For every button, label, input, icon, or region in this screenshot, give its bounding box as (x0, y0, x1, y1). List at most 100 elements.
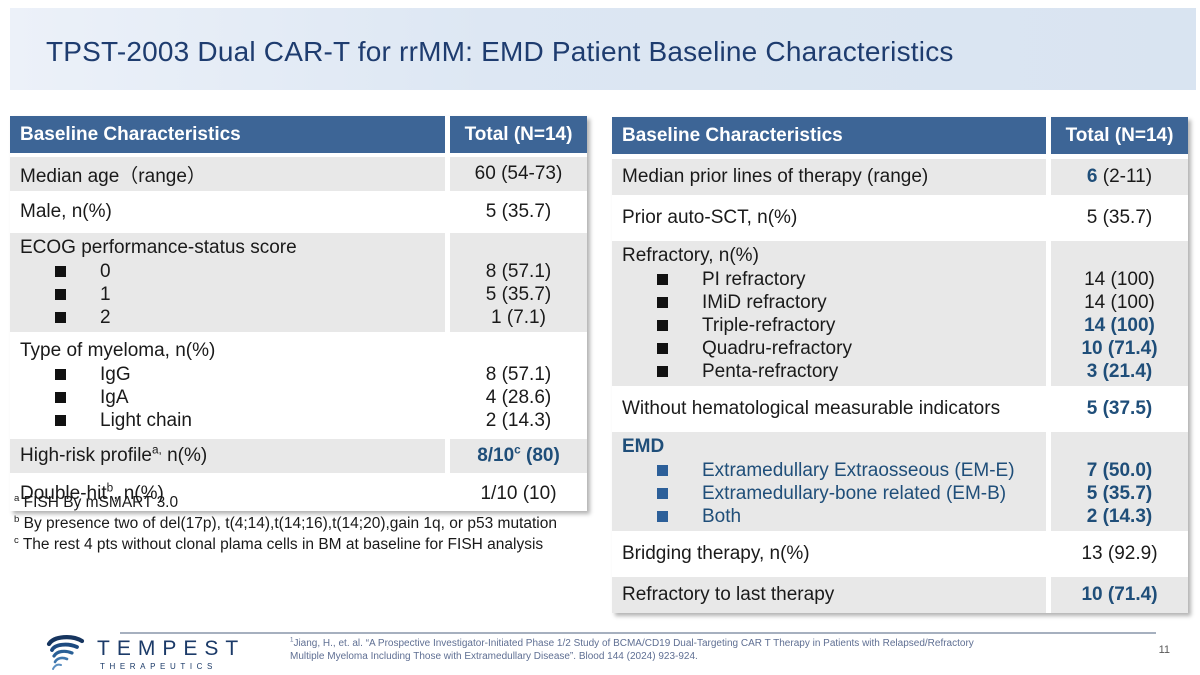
title-banner: TPST-2003 Dual CAR-T for rrMM: EMD Patie… (10, 8, 1196, 90)
square-bullet-icon (657, 297, 668, 308)
row-label: Male, n(%) (10, 195, 445, 229)
text-segment: EMD (622, 436, 665, 457)
text-segment: Both (702, 506, 742, 527)
text-segment: 1 (7.1) (491, 307, 546, 328)
row-label: Median age（range） (10, 157, 445, 191)
table-row: Refractory to last therapy 10 (71.4) (612, 577, 1188, 613)
row-value-text: 8/10c (80) (452, 444, 585, 467)
value-spacer (452, 339, 585, 363)
text-segment: High-risk profile (20, 445, 152, 466)
slide-title: TPST-2003 Dual CAR-T for rrMM: EMD Patie… (46, 36, 954, 67)
text-segment: b (106, 481, 114, 495)
sub-item-value: 5 (35.7) (452, 283, 585, 306)
footnotes: a FISH By mSMART 3.0 b By presence two of… (14, 492, 579, 555)
logo-name: TEMPEST (97, 636, 246, 660)
text-segment: 3 (21.4) (1086, 361, 1153, 382)
sub-item-value: 8 (57.1) (452, 260, 585, 283)
text-segment: 14 (100) (1084, 315, 1155, 336)
row-label: Refractory to last therapy (612, 577, 1046, 613)
table-row: Prior auto-SCT, n(%) 5 (35.7) (612, 200, 1188, 236)
sub-item: IMiD refractory (622, 291, 1042, 314)
footnote-text: FISH By mSMART 3.0 (19, 494, 179, 511)
sub-item-label: Triple-refractory (702, 314, 835, 337)
table-row: Median age（range） 60 (54-73) (10, 157, 587, 191)
text-segment: Double-hit (20, 483, 107, 504)
sub-item-value: 2 (14.3) (1053, 505, 1186, 528)
row-value: 13 (92.9) (1051, 536, 1188, 572)
footnote: c The rest 4 pts without clonal plama ce… (14, 534, 579, 555)
text-segment: 0 (100, 261, 111, 282)
text-segment: 10 (71.4) (1081, 584, 1158, 605)
sub-item-label: Penta-refractory (702, 360, 838, 383)
footnote: b By presence two of del(17p), t(4;14),t… (14, 513, 579, 534)
square-bullet-icon (657, 366, 668, 377)
sub-item-label: Both (702, 505, 741, 528)
sub-item-label: Quadru-refractory (702, 337, 852, 360)
sub-item: 2 (20, 306, 441, 329)
sub-item: PI refractory (622, 268, 1042, 291)
table-row: High-risk profilea, n(%) 8/10c (80) (10, 439, 587, 473)
row-value: 1/10 (10) (450, 477, 587, 511)
sub-item: Quadru-refractory (622, 337, 1042, 360)
table-row: Without hematological measurable indicat… (612, 391, 1188, 427)
sub-item-value: 14 (100) (1053, 314, 1186, 337)
sub-item-value: 10 (71.4) (1053, 337, 1186, 360)
text-segment: , n(%) (113, 483, 164, 504)
sub-item-value: 7 (50.0) (1053, 459, 1186, 482)
sub-item-label: 0 (100, 260, 111, 283)
row-label-text: Median prior lines of therapy (range) (622, 166, 1042, 188)
text-segment: Without hematological measurable indicat… (622, 398, 1001, 419)
row-value-text: 1/10 (10) (452, 483, 585, 505)
sub-item: IgA (20, 386, 441, 409)
row-label: Refractory, n(%) PI refractory IMiD refrac… (612, 241, 1046, 386)
text-segment: ECOG performance-status score (20, 237, 297, 258)
row-value: 5 (35.7) (1051, 200, 1188, 236)
table-row: Refractory, n(%) PI refractory IMiD refrac… (612, 241, 1188, 386)
sub-item-value: 5 (35.7) (1053, 482, 1186, 505)
row-label-text: Male, n(%) (20, 201, 441, 223)
text-segment: IgG (100, 364, 131, 385)
row-label: Without hematological measurable indicat… (612, 391, 1046, 427)
citation-superscript: 1 (290, 636, 294, 644)
sub-item: Extramedullary Extraosseous (EM-E) (622, 459, 1042, 482)
row-value: 5 (37.5) (1051, 391, 1188, 427)
sub-item-value: 4 (28.6) (452, 386, 585, 409)
row-value: 8/10c (80) (450, 439, 587, 473)
square-bullet-icon (657, 320, 668, 331)
text-segment: Bridging therapy, n(%) (622, 543, 810, 564)
square-bullet-icon (55, 392, 66, 403)
category-label: Refractory, n(%) (622, 244, 1042, 268)
text-segment: Refractory to last therapy (622, 584, 835, 605)
footnote-marker: b (14, 513, 20, 525)
sub-item: Triple-refractory (622, 314, 1042, 337)
row-label-text: Refractory to last therapy (622, 584, 1042, 606)
text-segment: 13 (92.9) (1081, 543, 1158, 564)
text-segment: 5 (35.7) (1086, 483, 1153, 504)
text-segment: 60 (54-73) (474, 163, 563, 184)
sub-item: 0 (20, 260, 441, 283)
row-label: Median prior lines of therapy (range) (612, 159, 1046, 195)
page-number: 11 (1158, 644, 1170, 656)
text-segment: 8 (57.1) (485, 364, 552, 385)
row-label: Double-hitb, n(%) (10, 477, 445, 511)
sub-item-label: IgG (100, 363, 131, 386)
sub-item-label: 1 (100, 283, 111, 306)
square-bullet-icon (657, 343, 668, 354)
text-segment: 1 (100, 284, 111, 305)
text-segment: IgA (100, 387, 129, 408)
row-label: Type of myeloma, n(%) IgG IgA Light chain (10, 336, 445, 435)
text-segment: a, (151, 443, 162, 457)
square-bullet-icon (657, 511, 668, 522)
row-value: 14 (100) 14 (100) 14 (100) 10 (71.4) 3 (21.4… (1051, 241, 1188, 386)
row-label-text: High-risk profilea, n(%) (20, 443, 441, 467)
row-value: 7 (50.0) 5 (35.7) 2 (14.3) (1051, 432, 1188, 531)
sub-item-value: 3 (21.4) (1053, 360, 1186, 383)
text-segment: 8 (57.1) (485, 261, 552, 282)
text-segment: Triple-refractory (702, 315, 836, 336)
value-spacer (1053, 435, 1186, 459)
footnote-marker: a (14, 492, 20, 504)
table-row: ECOG performance-status score 0 1 2 8 (57.1)… (10, 233, 587, 332)
text-segment: 2 (100, 307, 111, 328)
row-value-text: 5 (35.7) (452, 201, 585, 223)
